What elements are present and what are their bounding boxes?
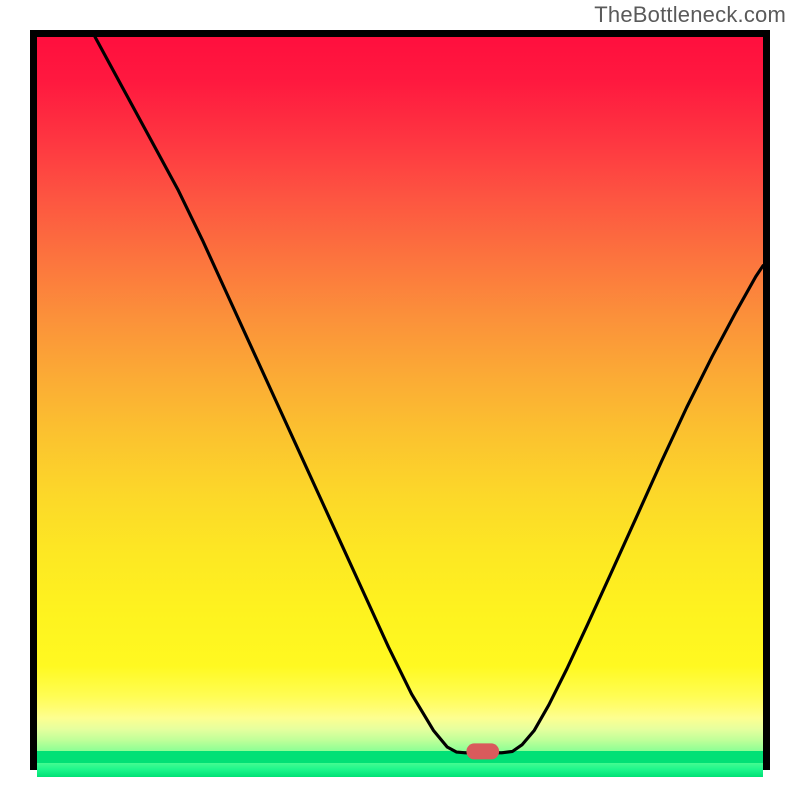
chart-root: TheBottleneck.com [0, 0, 800, 800]
bottleneck-curve [95, 37, 763, 753]
watermark-text: TheBottleneck.com [594, 2, 786, 28]
plot-svg [37, 37, 763, 763]
optimal-marker [466, 743, 499, 759]
plot-frame [30, 30, 770, 770]
